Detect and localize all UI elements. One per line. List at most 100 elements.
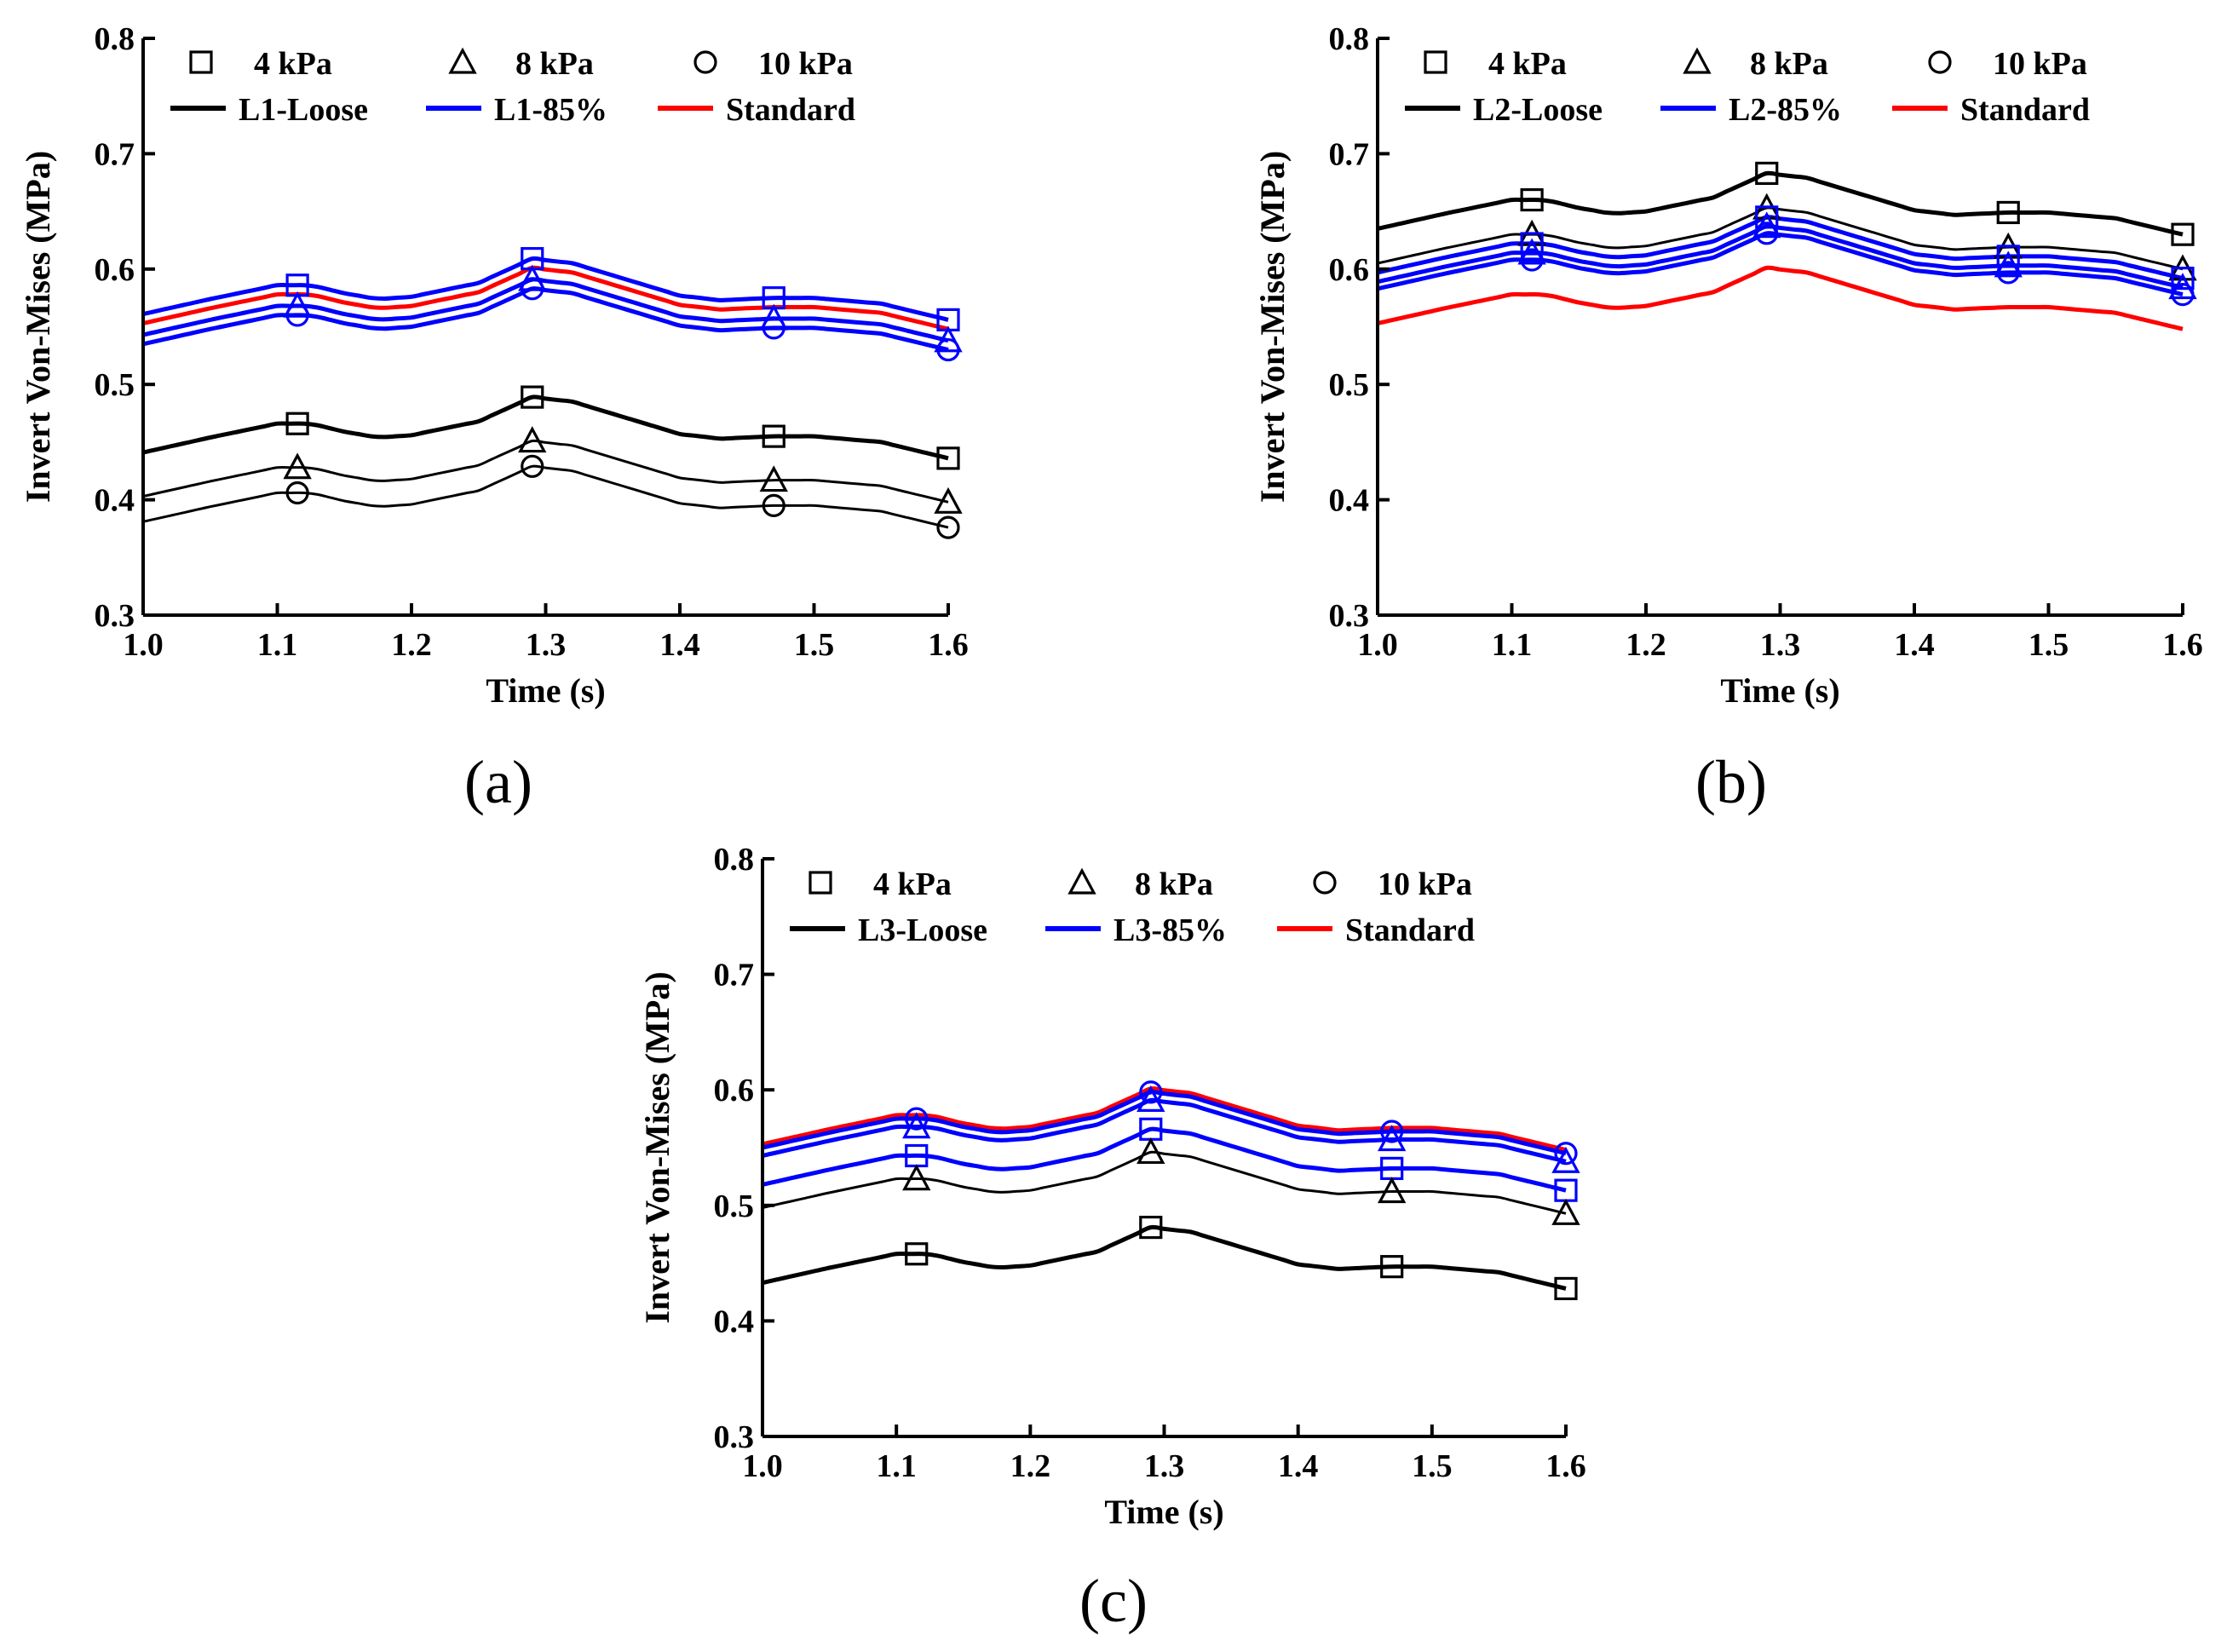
series-3-marker-1	[1520, 232, 1544, 256]
series-3-marker-2	[1755, 205, 1779, 229]
y-tick-label: 0.7	[95, 136, 135, 172]
legend-label: 4 kPa	[1488, 46, 1567, 82]
y-tick-label: 0.3	[1329, 598, 1370, 634]
series-2-marker-3	[1380, 1120, 1404, 1143]
series-line-6	[762, 1224, 1567, 1291]
series-5-marker-3	[1378, 1177, 1407, 1204]
series-5-marker-2	[521, 385, 544, 409]
series-7-marker-2	[521, 454, 544, 478]
series-group	[762, 1080, 1580, 1301]
legend-marker-triangle	[1067, 867, 1096, 895]
y-axis-title: Invert Von-Mises (MPa)	[1253, 151, 1292, 503]
series-5-marker-4	[936, 446, 960, 470]
series-line-6	[1377, 265, 2184, 331]
x-tick-label: 1.5	[1412, 1448, 1453, 1484]
series-line-4	[762, 1126, 1567, 1193]
y-tick-label: 0.7	[714, 958, 755, 993]
series-4-marker-1	[285, 303, 309, 327]
series-6-marker-2	[518, 426, 547, 453]
x-tick-label: 1.6	[928, 627, 969, 663]
series-5-marker-3	[1996, 261, 2020, 285]
x-tick-label: 1.2	[1010, 1448, 1051, 1484]
y-tick-label: 0.7	[1329, 136, 1370, 172]
series-5-marker-1	[285, 412, 309, 435]
x-tick-label: 1.5	[794, 627, 835, 663]
series-3-marker-1	[902, 1112, 931, 1139]
series-group	[142, 247, 963, 539]
series-5-marker-4	[2171, 282, 2195, 307]
legend-label: 4 kPa	[254, 46, 332, 82]
series-3-marker-3	[1378, 1125, 1407, 1152]
legend-marker-triangle	[1683, 47, 1712, 74]
legend-label: 8 kPa	[1750, 46, 1828, 82]
legend: 4 kPa 8 kPa 10 kPa L1-Loose L1-85% Standard	[170, 46, 855, 128]
series-6-marker-4	[934, 486, 963, 514]
legend-line-label: L3-85%	[1114, 912, 1227, 948]
legend-line-label: L2-85%	[1729, 92, 1842, 128]
x-tick-label: 1.4	[1278, 1448, 1319, 1484]
y-tick-label: 0.3	[95, 598, 135, 634]
series-line-7	[142, 464, 949, 529]
series-line-5	[762, 1150, 1567, 1215]
y-tick-label: 0.8	[1329, 21, 1370, 57]
series-6-marker-3	[759, 465, 788, 492]
x-tick-label: 1.2	[391, 627, 432, 663]
series-6-marker-3	[1380, 1255, 1404, 1279]
series-3-marker-3	[759, 303, 788, 331]
series-1-marker-2	[1755, 161, 1779, 186]
series-3-marker-3	[1996, 245, 2020, 268]
legend-label: 8 kPa	[1135, 866, 1213, 902]
y-tick-label: 0.4	[95, 483, 135, 519]
legend-marker-circle	[1928, 50, 1952, 74]
series-6-marker-1	[283, 452, 312, 480]
legend-line-label: Standard	[1960, 92, 2090, 128]
series-line-3	[142, 277, 949, 343]
y-axis-title: Invert Von-Mises (MPa)	[638, 971, 676, 1323]
series-1-marker-1	[1520, 187, 1544, 212]
legend-marker-circle	[693, 50, 717, 74]
series-3-marker-2	[518, 264, 547, 291]
panel-c: 0.3 0.4 0.5 0.6 0.7 0.8 1.0 1.1 1.2 1.3 1.4 1.5 1.6 T…	[638, 842, 1586, 1635]
series-2-marker-2	[1139, 1080, 1163, 1104]
series-line-5	[1377, 231, 2184, 297]
series-6-marker-1	[905, 1242, 929, 1266]
series-line-3	[762, 1097, 1567, 1164]
series-3-marker-2	[1137, 1085, 1165, 1113]
x-tick-label: 1.0	[742, 1448, 783, 1484]
series-4-marker-4	[936, 337, 960, 362]
series-2-marker-4	[1554, 1142, 1578, 1166]
y-tick-label: 0.8	[714, 842, 755, 878]
series-1-marker-3	[1996, 200, 2020, 225]
y-tick-label: 0.4	[714, 1304, 755, 1339]
x-tick-label: 1.3	[1144, 1448, 1185, 1484]
legend-label: 10 kPa	[758, 46, 853, 82]
legend-label: 10 kPa	[1993, 46, 2087, 82]
x-tick-label: 1.2	[1626, 627, 1666, 663]
series-4-marker-2	[521, 277, 544, 301]
series-group	[1377, 161, 2197, 331]
x-tick-label: 1.1	[1492, 627, 1533, 663]
y-tick-label: 0.6	[1329, 252, 1370, 288]
y-tick-label: 0.5	[95, 367, 135, 403]
panel-a: 0.3 0.4 0.5 0.6 0.7 0.8 1.0 1.1 1.2 1.3 1.4 1.5 1.6 T…	[19, 21, 969, 816]
series-5-marker-3	[762, 424, 785, 448]
legend-line-label: L1-85%	[494, 92, 607, 128]
y-tick-label: 0.6	[95, 252, 135, 288]
series-7-marker-4	[936, 515, 960, 539]
series-7-marker-3	[762, 493, 785, 517]
legend-marker-triangle	[448, 47, 477, 74]
y-tick-label: 0.4	[1329, 483, 1370, 519]
x-axis-title: Time (s)	[486, 671, 605, 710]
legend-line-label: Standard	[726, 92, 855, 128]
x-tick-label: 1.6	[2162, 627, 2203, 663]
y-tick-label: 0.5	[1329, 367, 1370, 403]
y-tick-label: 0.5	[714, 1189, 755, 1224]
x-tick-label: 1.3	[526, 627, 567, 663]
series-1-marker-4	[2171, 222, 2195, 246]
x-tick-label: 1.4	[1894, 627, 1935, 663]
series-5-marker-1	[1520, 248, 1544, 272]
x-tick-label: 1.0	[123, 627, 164, 663]
series-line-4	[1377, 223, 2184, 290]
legend-line-label: L1-Loose	[239, 92, 368, 128]
